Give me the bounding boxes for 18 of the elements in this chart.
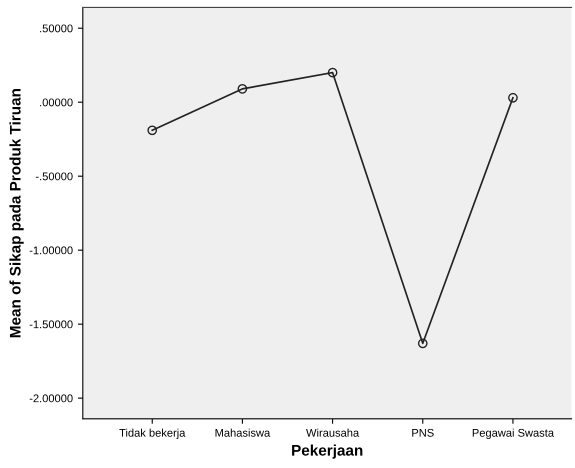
y-tick-label: -1.00000 xyxy=(30,246,73,254)
y-tick-label: -.50000 xyxy=(36,172,73,180)
y-tick-label: .00000 xyxy=(40,98,73,106)
y-tick-label: .50000 xyxy=(40,24,73,32)
point xyxy=(328,68,338,78)
x-tick-label: Tidak bekerja xyxy=(119,428,186,439)
x-tick-label: Mahasiswa xyxy=(216,428,270,437)
point xyxy=(508,92,518,103)
x-axis-title: Pekerjaan xyxy=(292,444,362,459)
x-tick-label: Pegawai Swasta xyxy=(472,428,554,439)
y-axis-title: Mean of Sikap pada Produk Tiruan xyxy=(9,89,24,338)
point xyxy=(147,125,158,136)
point xyxy=(238,84,248,94)
y-tick-label: -1.50000 xyxy=(30,320,73,328)
point xyxy=(418,338,428,348)
x-tick-label: PNS xyxy=(412,428,434,437)
y-tick-label: -2.00000 xyxy=(30,394,73,402)
x-tick-label: Wirausaha xyxy=(306,428,360,437)
